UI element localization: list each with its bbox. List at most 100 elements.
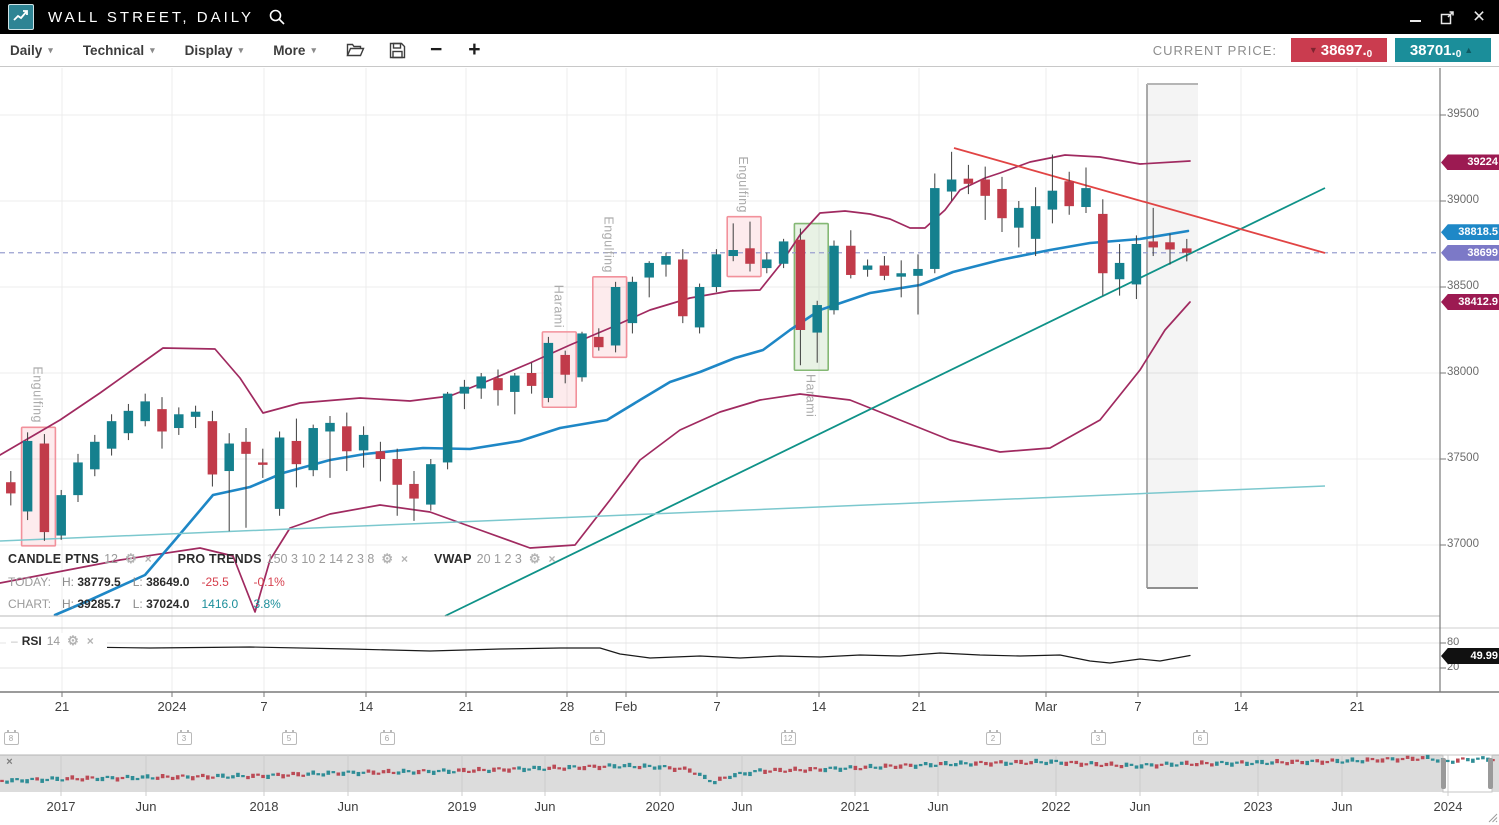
- search-icon[interactable]: [268, 8, 286, 26]
- rsi-tick-label: 20: [1447, 661, 1460, 673]
- x-axis-tick-label: 21: [458, 699, 474, 714]
- rsi-label: RSI: [21, 634, 42, 648]
- buy-price-button[interactable]: 38701. 0 ▲: [1395, 38, 1491, 62]
- close-button[interactable]: ×: [1472, 5, 1486, 28]
- popout-button[interactable]: [1439, 9, 1455, 25]
- navigator-label: Jun: [337, 799, 359, 814]
- rsi-settings-gear-icon[interactable]: ⚙: [67, 633, 79, 648]
- indicator-row: CANDLE PTNS 12 ⚙ × PRO TRENDS 150 3 10 2 14 2…: [8, 551, 564, 567]
- x-axis-tick-label: 7: [260, 699, 268, 714]
- resize-grip-icon[interactable]: [1488, 813, 1498, 823]
- x-axis-tick-label: 14: [1233, 699, 1249, 714]
- trendline-long-term-support[interactable]: [0, 485, 1326, 542]
- stats-row: TODAY: H: 38779.5 L: 38649.0 -25.5 -0.1%: [8, 575, 285, 589]
- rsi-line: [74, 646, 1191, 664]
- x-axis-tick-label: Mar: [1034, 699, 1058, 714]
- navigator-label: Jun: [731, 799, 753, 814]
- price-tick-label: 39500: [1447, 108, 1479, 120]
- pattern-label-engulfing: Engulfing: [601, 216, 616, 273]
- calendar-event-icon[interactable]: 12: [780, 730, 796, 745]
- calendar-event-icon[interactable]: 2: [985, 730, 1001, 745]
- navigator-label: 2019: [447, 799, 477, 814]
- navigator-close-icon[interactable]: ×: [6, 756, 13, 768]
- indicator-params: 12: [104, 552, 118, 566]
- stats-row: CHART: H: 39285.7 L: 37024.0 1416.0 3.8%: [8, 597, 281, 611]
- chevron-down-icon: ▾: [311, 44, 316, 55]
- price-tick-label: 38000: [1447, 366, 1479, 378]
- navigator-label: 2024: [1433, 799, 1463, 814]
- price-tick-label: 37000: [1447, 538, 1479, 550]
- chevron-down-icon: ▾: [150, 44, 155, 55]
- indicator-name: PRO TRENDS: [177, 552, 262, 566]
- bollinger-lower-band: [0, 301, 1191, 613]
- selection-region[interactable]: [1147, 84, 1198, 588]
- minimize-button[interactable]: [1407, 9, 1423, 25]
- calendar-event-icon[interactable]: 3: [1090, 730, 1106, 745]
- up-arrow-icon: ▲: [1464, 45, 1474, 55]
- axes: [0, 68, 1499, 697]
- trendline-ascending-support[interactable]: [444, 187, 1326, 617]
- chevron-down-icon: ▾: [238, 44, 244, 55]
- save-icon[interactable]: [389, 42, 406, 59]
- indicator-remove-icon[interactable]: ×: [144, 552, 152, 566]
- x-axis-tick-label: 14: [358, 699, 374, 714]
- navigator-label: Jun: [1331, 799, 1353, 814]
- x-axis-tick-label: 7: [1134, 699, 1142, 714]
- x-axis-tick-label: Feb: [614, 699, 638, 714]
- calendar-event-icon[interactable]: 5: [281, 730, 297, 745]
- navigator-label: 2023: [1243, 799, 1273, 814]
- rsi-value-badge: 49.99: [1441, 648, 1499, 664]
- rsi-remove-icon[interactable]: ×: [86, 634, 94, 648]
- calendar-event-icon[interactable]: 8: [3, 730, 19, 745]
- menu-more[interactable]: More ▾: [273, 42, 316, 58]
- indicator-name: CANDLE PTNS: [8, 552, 100, 566]
- price-tick-label: 37500: [1447, 452, 1479, 464]
- zoom-in-button[interactable]: +: [468, 38, 481, 61]
- menu-display[interactable]: Display ▾: [184, 42, 244, 58]
- navigator-label: 2021: [840, 799, 870, 814]
- navigator-label: Jun: [1129, 799, 1151, 814]
- trendline-descending-resistance[interactable]: [953, 147, 1326, 254]
- pattern-box-engulfing: [726, 215, 762, 278]
- price-tick-label: 39000: [1447, 194, 1479, 206]
- menu-technical[interactable]: Technical ▾: [82, 42, 155, 58]
- x-axis-tick-label: 2024: [157, 699, 187, 714]
- indicator-lines: [0, 147, 1440, 664]
- indicator-remove-icon[interactable]: ×: [548, 552, 556, 566]
- indicator-settings-gear-icon[interactable]: ⚙: [528, 551, 541, 566]
- calendar-event-icon[interactable]: 3: [176, 730, 192, 745]
- x-axis-tick-label: 28: [559, 699, 575, 714]
- window-title: WALL STREET, DAILY: [48, 8, 254, 26]
- menu-daily[interactable]: Daily ▾: [10, 42, 53, 58]
- indicator-remove-icon[interactable]: ×: [401, 552, 409, 566]
- price-axis-badge: 38699: [1441, 244, 1499, 261]
- x-axis-tick-label: 14: [811, 699, 827, 714]
- indicator-settings-gear-icon[interactable]: ⚙: [381, 551, 394, 566]
- open-folder-icon[interactable]: [346, 42, 365, 58]
- navigator-left-handle[interactable]: [1441, 758, 1446, 789]
- rsi-tick-label: 80: [1447, 636, 1460, 648]
- titlebar: WALL STREET, DAILY ×: [0, 0, 1499, 34]
- rsi-header: – RSI 14 ⚙ ×: [6, 633, 107, 649]
- navigator-right-handle[interactable]: [1488, 758, 1493, 789]
- navigator[interactable]: [0, 754, 1499, 823]
- bollinger-upper-band: [0, 154, 1191, 456]
- app-logo-icon: [8, 4, 34, 30]
- sell-price-button[interactable]: ▼ 38697. 0: [1291, 38, 1387, 62]
- calendar-event-icon[interactable]: 6: [589, 730, 605, 745]
- pattern-label-engulfing: Engulfing: [30, 366, 45, 424]
- calendar-event-icon[interactable]: 6: [379, 730, 395, 745]
- indicator-settings-gear-icon[interactable]: ⚙: [125, 551, 137, 566]
- moving-average-line: [53, 229, 1190, 617]
- x-axis-tick-label: 7: [713, 699, 721, 714]
- zoom-out-button[interactable]: −: [429, 38, 443, 61]
- price-tick-label: 38500: [1447, 280, 1479, 292]
- rsi-drag-handle-icon: –: [11, 634, 18, 648]
- calendar-event-icon[interactable]: 6: [1192, 730, 1208, 745]
- toolbar: Daily ▾ Technical ▾ Display ▾ More ▾ − + CURREN…: [0, 34, 1499, 67]
- navigator-label: 2020: [645, 799, 675, 814]
- x-axis-tick-label: 21: [1349, 699, 1365, 714]
